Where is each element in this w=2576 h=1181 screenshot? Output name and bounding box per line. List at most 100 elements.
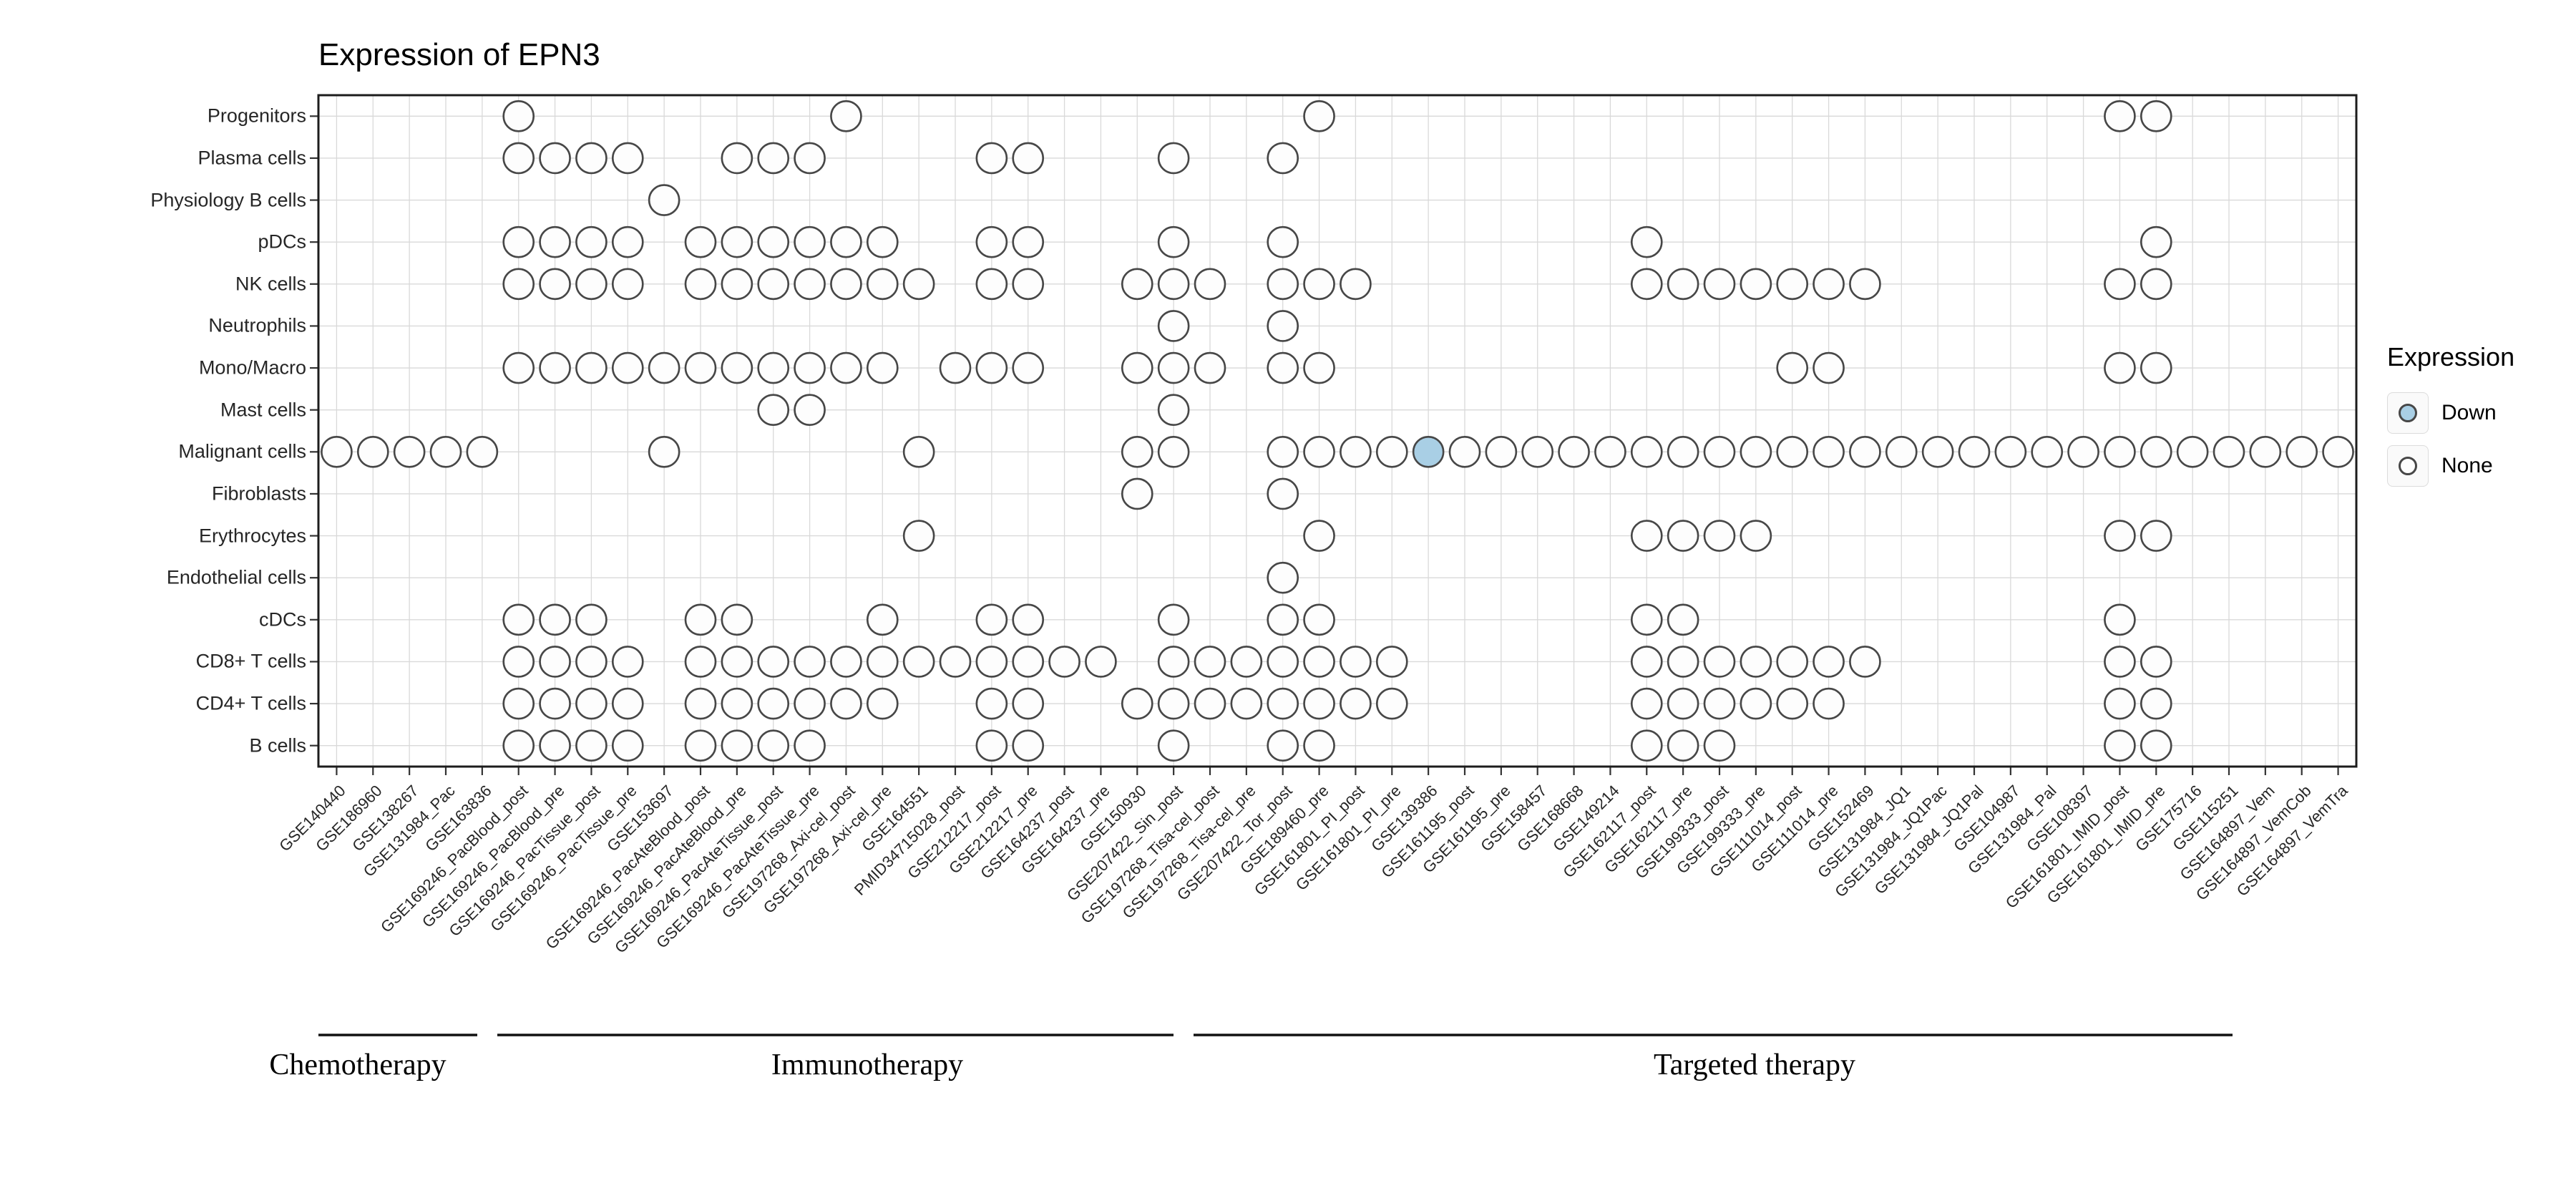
expression-dot-none [2104, 603, 2136, 636]
expression-dot-none [939, 646, 972, 678]
chart-title: Expression of EPN3 [318, 37, 600, 72]
expression-dot-down [1412, 436, 1445, 468]
expression-dot-none [1267, 310, 1299, 342]
expression-dot-none [902, 646, 935, 678]
expression-dot-none [975, 603, 1008, 636]
expression-dot-none [1813, 687, 1845, 720]
expression-dot-none [1157, 268, 1190, 301]
expression-dot-none [2067, 436, 2099, 468]
expression-dot-none [1630, 225, 1663, 258]
expression-dot-none [757, 268, 790, 301]
expression-dot-none [1667, 436, 1699, 468]
expression-dot-none [1630, 436, 1663, 468]
expression-dot-none [1194, 687, 1226, 720]
expression-dot-none [502, 687, 535, 720]
expression-dot-none [794, 225, 826, 258]
expression-dot-none [1012, 268, 1045, 301]
expression-dot-none [1448, 436, 1481, 468]
expression-dot-none [902, 436, 935, 468]
expression-dot-none [1630, 646, 1663, 678]
expression-dot-none [794, 351, 826, 384]
expression-dot-none [502, 268, 535, 301]
expression-dot-none [975, 687, 1008, 720]
expression-dot-none [1340, 646, 1372, 678]
expression-dot-none [2104, 351, 2136, 384]
expression-dot-none [2104, 436, 2136, 468]
therapy-group-label: Targeted therapy [1654, 1049, 1855, 1082]
expression-dot-none [2285, 436, 2318, 468]
expression-dot-none [1813, 646, 1845, 678]
expression-dot-none [575, 142, 608, 175]
legend-key-down [2387, 392, 2429, 434]
expression-dot-none [830, 100, 862, 132]
y-axis-label: Endothelial cells [166, 566, 306, 588]
legend-item-none: None [2387, 445, 2514, 487]
expression-dot-none [684, 603, 717, 636]
expression-dot-none [1776, 351, 1809, 384]
expression-dot-none [975, 729, 1008, 762]
expression-dot-none [1303, 436, 1335, 468]
expression-dot-none [1121, 268, 1153, 301]
expression-dot-none [830, 351, 862, 384]
expression-dot-none [1667, 603, 1699, 636]
expression-dot-none [1267, 561, 1299, 594]
expression-dot-none [1121, 687, 1153, 720]
expression-dot-none [1375, 687, 1408, 720]
expression-dot-none [539, 687, 571, 720]
expression-dot-none [611, 268, 644, 301]
legend-item-down: Down [2387, 392, 2514, 434]
expression-dot-none [684, 729, 717, 762]
expression-dot-none [1303, 520, 1335, 552]
expression-dot-none [539, 729, 571, 762]
expression-dot-none [1630, 729, 1663, 762]
expression-dot-none [1267, 268, 1299, 301]
expression-dot-none [866, 225, 899, 258]
expression-dot-none [1157, 729, 1190, 762]
expression-dot-none [721, 646, 753, 678]
expression-dot-none [502, 729, 535, 762]
expression-dot-none [866, 687, 899, 720]
y-axis-label: Erythrocytes [198, 525, 306, 547]
expression-dot-none [2176, 436, 2209, 468]
expression-dot-none [1012, 729, 1045, 762]
expression-dot-none [902, 520, 935, 552]
expression-dot-none [866, 646, 899, 678]
expression-dot-none [975, 268, 1008, 301]
expression-dot-none [1303, 646, 1335, 678]
expression-dot-none [1267, 436, 1299, 468]
expression-dot-none [2104, 687, 2136, 720]
y-axis-label: Mast cells [220, 399, 306, 421]
expression-dot-none [866, 603, 899, 636]
expression-dot-none [2322, 436, 2354, 468]
expression-dot-none [1303, 603, 1335, 636]
expression-dot-none [684, 646, 717, 678]
expression-dot-none [575, 729, 608, 762]
expression-dot-none [1703, 520, 1736, 552]
expression-dot-none [1885, 436, 1918, 468]
expression-dot-none [2104, 268, 2136, 301]
expression-dot-none [1703, 268, 1736, 301]
expression-dot-none [1267, 225, 1299, 258]
expression-dot-none [1303, 729, 1335, 762]
expression-dot-none [1194, 646, 1226, 678]
expression-dot-none [1740, 436, 1772, 468]
y-axis-label: Mono/Macro [198, 356, 306, 379]
expression-dot-none [2140, 225, 2172, 258]
expression-dot-none [502, 603, 535, 636]
expression-dot-none [2212, 436, 2245, 468]
expression-dot-none [757, 394, 790, 426]
expression-dot-none [975, 225, 1008, 258]
expression-dot-none [575, 268, 608, 301]
expression-dot-none [975, 142, 1008, 175]
expression-dot-none [1849, 646, 1881, 678]
expression-dot-none [1921, 436, 1954, 468]
expression-dot-none [502, 100, 535, 132]
expression-dot-none [684, 351, 717, 384]
down-dot-icon [2399, 404, 2417, 422]
expression-dot-none [502, 142, 535, 175]
expression-dot-none [830, 646, 862, 678]
expression-dot-none [1157, 603, 1190, 636]
expression-dot-none [611, 729, 644, 762]
expression-dot-none [684, 687, 717, 720]
